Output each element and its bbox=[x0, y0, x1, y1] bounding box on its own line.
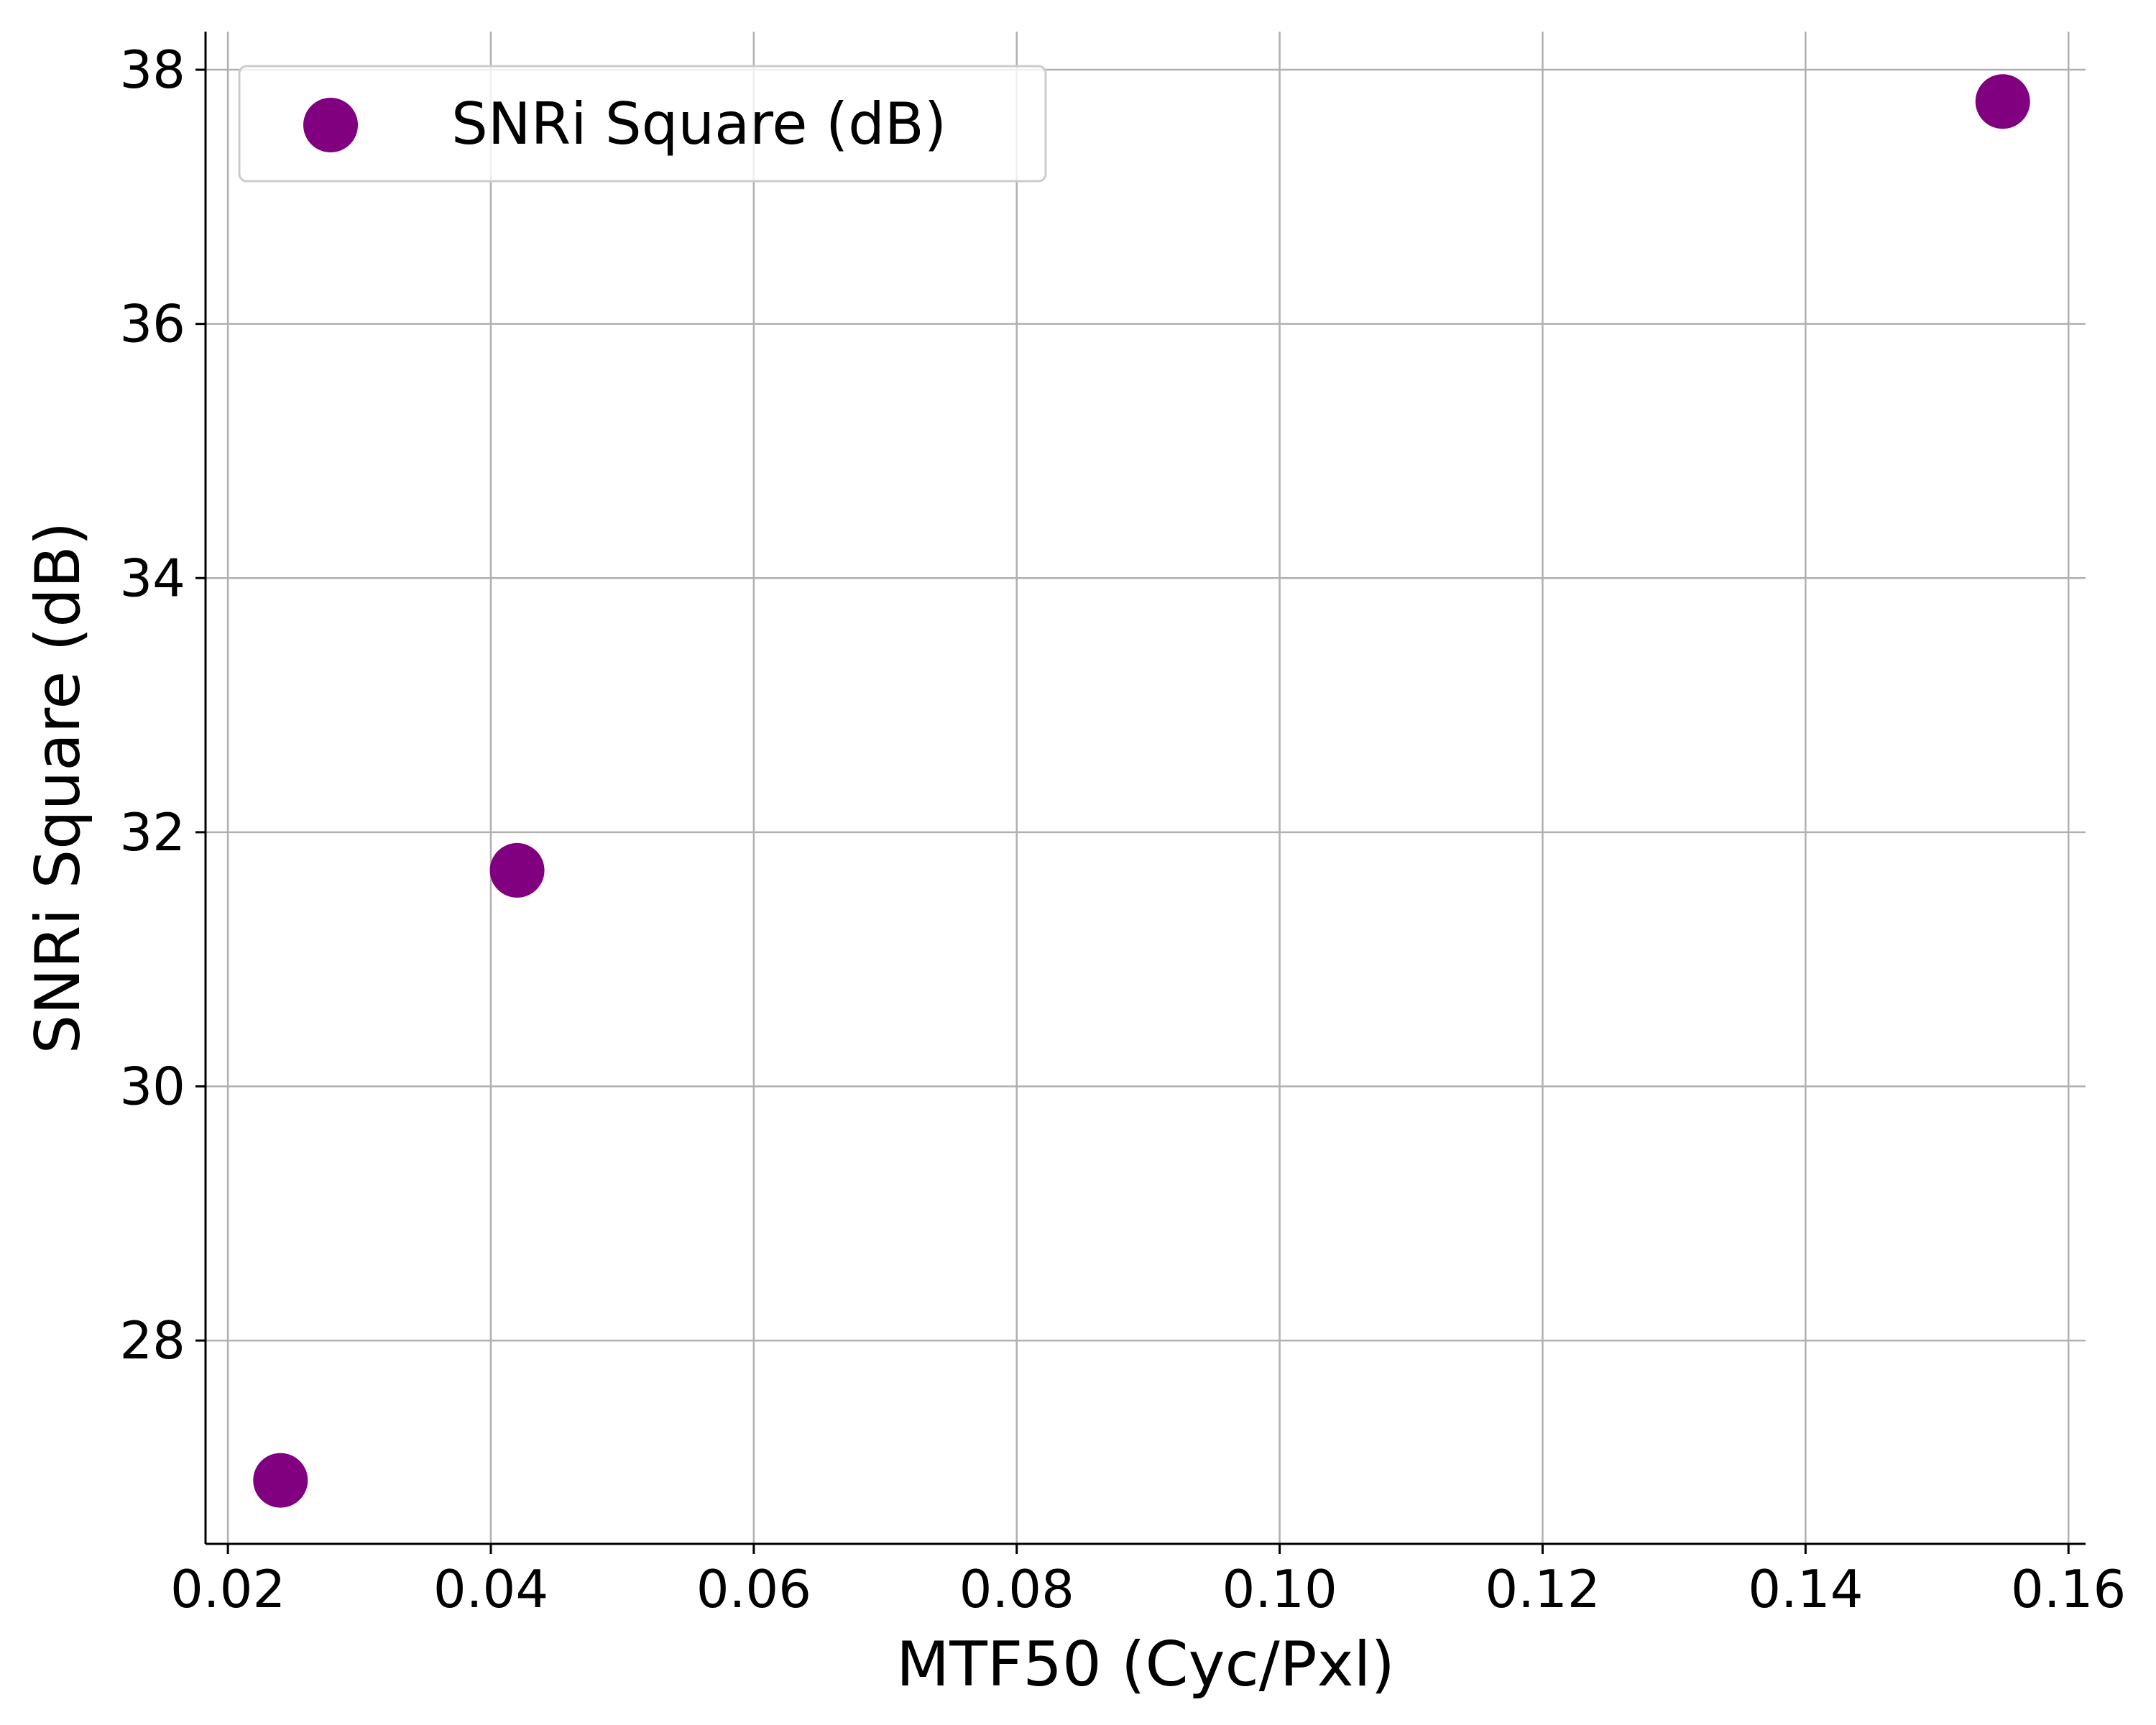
x-tick-label: 0.04 bbox=[433, 1559, 548, 1619]
y-tick-label: 28 bbox=[119, 1310, 185, 1371]
y-axis-label: SNRi Square (dB) bbox=[22, 522, 94, 1054]
y-axis-ticks: 28 30 32 34 36 38 bbox=[119, 40, 206, 1371]
y-tick-label: 36 bbox=[119, 294, 185, 354]
legend-marker bbox=[303, 98, 358, 152]
y-tick-label: 34 bbox=[119, 548, 185, 608]
legend: SNRi Square (dB) bbox=[238, 65, 1047, 183]
legend-box bbox=[238, 65, 1047, 183]
data-point bbox=[1975, 74, 2030, 129]
y-tick-label: 30 bbox=[119, 1056, 185, 1116]
x-axis-label: MTF50 (Cyc/Pxl) bbox=[896, 1629, 1395, 1701]
x-tick-label: 0.08 bbox=[959, 1559, 1074, 1619]
grid-lines bbox=[206, 32, 2086, 1544]
y-tick-label: 32 bbox=[119, 802, 185, 862]
data-point bbox=[489, 842, 545, 898]
x-tick-label: 0.06 bbox=[696, 1559, 811, 1619]
x-tick-label: 0.14 bbox=[1748, 1559, 1863, 1619]
data-point bbox=[253, 1453, 308, 1508]
x-axis-ticks: 0.02 0.04 0.06 0.08 0.10 0.12 0.14 0.16 bbox=[170, 1544, 2126, 1619]
x-tick-label: 0.02 bbox=[170, 1559, 285, 1619]
y-tick-label: 38 bbox=[119, 40, 185, 100]
x-tick-label: 0.12 bbox=[1485, 1559, 1600, 1619]
x-tick-label: 0.10 bbox=[1222, 1559, 1337, 1619]
legend-entry: SNRi Square (dB) bbox=[451, 91, 946, 157]
x-tick-label: 0.16 bbox=[2011, 1559, 2126, 1619]
axes bbox=[204, 32, 2086, 1545]
data-points bbox=[253, 74, 2030, 1508]
